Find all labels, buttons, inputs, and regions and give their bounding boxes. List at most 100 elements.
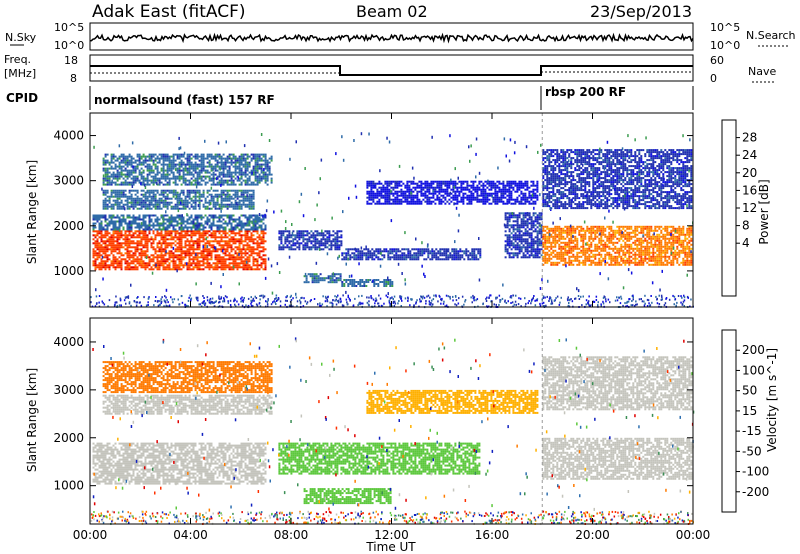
echo-cell [96,264,99,267]
echo-cell [244,173,247,176]
echo-cell [114,159,117,162]
echo-cell [458,194,461,197]
echo-cell [470,200,473,203]
echo-cell [106,258,109,261]
echo-cell [100,262,103,265]
echo-cell [160,248,163,251]
echo-cell [490,184,493,187]
echo-cell [473,248,476,251]
echo-cell [152,258,155,261]
echo-cell [392,202,395,205]
echo-cell [132,252,135,255]
echo-cell [446,188,449,191]
echo-cell [108,181,111,184]
echo-cell [246,203,249,206]
echo-cell [357,281,360,283]
echo-cell [345,252,348,255]
echo-cell [383,283,386,285]
echo-cell [260,262,263,265]
echo-cell [124,232,127,235]
echo-cell [120,205,123,208]
echo-cell [230,258,233,261]
echo-cell [520,240,523,243]
echo-cell [166,203,169,206]
echo-cell [176,264,179,267]
echo-cell [260,256,263,259]
echo-cell [192,207,195,210]
echo-cell [244,258,247,261]
echo-cell [134,179,137,182]
echo-cell [172,238,175,241]
echo-cell [152,177,155,180]
echo-cell [186,183,189,186]
echo-cell [254,183,257,186]
echo-cell [504,184,507,187]
echo-cell [176,205,179,208]
echo-cell [168,250,171,253]
echo-cell [510,186,513,189]
sky-tick-top: 10^5 [54,21,84,34]
echo-cell [228,258,231,261]
echo-cell [322,234,325,237]
echo-cell [262,159,265,162]
echo-cell [120,230,123,233]
echo-cell [130,193,133,196]
echo-cell [126,266,129,269]
echo-cell [234,252,237,255]
echo-cell [370,190,373,193]
echo-cell [234,246,237,249]
echo-cell [220,250,223,253]
echo-cell [234,165,237,168]
echo-cell [266,175,269,178]
echo-cell [224,250,227,253]
echo-cell [334,242,337,245]
echo-cell [216,254,219,257]
echo-cell [152,175,155,178]
echo-cell [172,207,175,210]
echo-cell [262,238,265,241]
echo-cell [138,201,141,204]
echo-cell [232,189,235,192]
echo-cell [210,199,213,202]
echo-cell [146,226,149,229]
echo-cell [228,234,231,237]
date-title: 23/Sep/2013 [590,2,692,21]
echo-cell [112,254,115,257]
echo-cell [476,188,479,191]
echo-cell [92,230,95,233]
echo-cell [448,202,451,205]
echo-cell [168,165,171,168]
echo-cell [496,180,499,183]
echo-cell [210,165,213,168]
echo-cell [224,244,227,247]
echo-cell [389,258,392,261]
echo-cell [106,234,109,237]
echo-cell [230,254,233,257]
echo-cell [186,232,189,235]
freq-panel-frame [89,54,694,82]
echo-cell [318,232,321,235]
echo-cell [508,188,511,191]
echo-cell [226,266,229,269]
echo-cell [244,252,247,255]
echo-cell [454,182,457,185]
echo-cell [176,201,179,204]
echo-cell [118,177,121,180]
echo-cell [138,171,141,174]
echo-cell [388,184,391,187]
echo-cell [148,183,151,186]
echo-cell [148,240,151,243]
echo-cell [168,191,171,194]
echo-cell [168,157,171,160]
echo-cell [530,198,533,201]
echo-cell [236,205,239,208]
echo-cell [250,266,253,269]
echo-cell [518,188,521,191]
echo-cell [210,157,213,160]
echo-cell [508,182,511,185]
echo-cell [400,200,403,203]
echo-cell [386,186,389,189]
echo-cell [98,226,101,229]
echo-cell [164,228,167,231]
echo-cell [298,238,301,241]
